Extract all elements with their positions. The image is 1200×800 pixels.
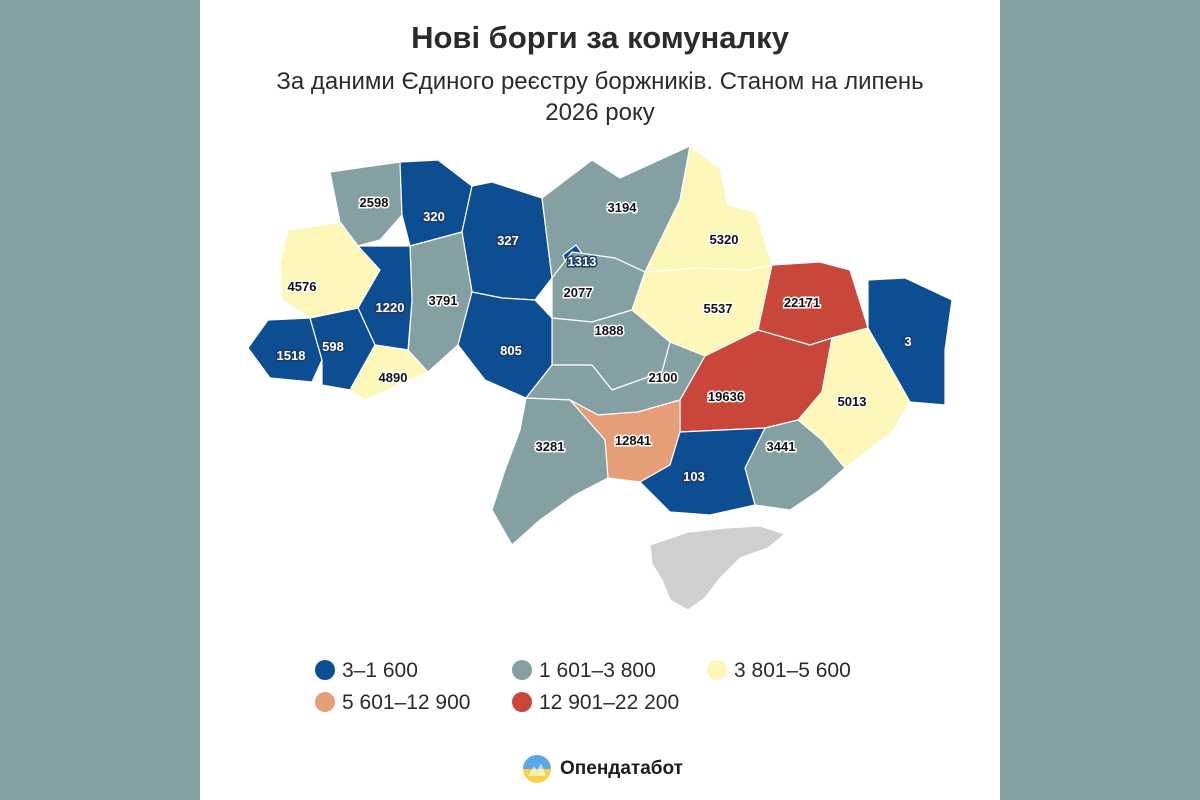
region-value-label: 1518 — [277, 348, 306, 363]
page-subtitle: За даними Єдиного реєстру боржників. Ста… — [276, 68, 924, 126]
crimea-region — [649, 525, 786, 611]
legend-label: 12 901–22 200 — [539, 691, 680, 714]
region-value-label: 22171 — [784, 295, 820, 310]
region-value-label: 320 — [423, 209, 445, 224]
region-value-label: 598 — [322, 339, 344, 354]
legend-label: 3–1 600 — [342, 659, 418, 682]
region-value-label: 5537 — [704, 301, 733, 316]
region-value-label: 103 — [683, 469, 705, 484]
region-value-label: 5013 — [838, 394, 867, 409]
legend-label: 3 801–5 600 — [734, 659, 851, 682]
region-value-label: 1220 — [376, 300, 405, 315]
region-value-label: 4576 — [288, 279, 317, 294]
opendatabot-logo-icon — [523, 755, 551, 783]
region-value-label: 3194 — [608, 200, 638, 215]
region-value-label: 2077 — [564, 285, 593, 300]
region-value-label: 19636 — [708, 389, 744, 404]
region-value-label: 3 — [904, 334, 911, 349]
region-value-label: 4890 — [379, 370, 408, 385]
region-shape-chernivtsi — [349, 344, 429, 401]
region-shape-kherson — [639, 427, 766, 516]
legend-swatch — [315, 692, 335, 712]
ukraine-map: 2598 320 327 3194 5320 1313 4576 3791 2077 1220 55… — [247, 145, 953, 611]
page-title: Нові борги за комуналку — [411, 20, 789, 55]
legend-swatch — [512, 692, 532, 712]
region-value-label: 5320 — [710, 232, 739, 247]
brand-name: Опендатабот — [560, 758, 683, 779]
legend-swatch — [315, 660, 335, 680]
region-value-label: 2100 — [649, 370, 678, 385]
region-shape-odesa — [491, 397, 609, 546]
region-value-label: 3441 — [767, 439, 796, 454]
legend-swatch — [707, 660, 727, 680]
infographic-card: Нові борги за комуналку За даними Єдиног… — [200, 0, 1000, 800]
legend-label: 1 601–3 800 — [539, 659, 656, 682]
region-value-label: 2598 — [360, 195, 389, 210]
legend-label: 5 601–12 900 — [342, 691, 471, 714]
region-value-label: 3791 — [429, 293, 458, 308]
region-value-label: 1313 — [568, 254, 597, 269]
region-value-label: 805 — [500, 343, 522, 358]
region-value-label: 12841 — [615, 433, 651, 448]
region-value-label: 327 — [497, 233, 519, 248]
region-value-label: 1888 — [595, 323, 624, 338]
region-value-label: 3281 — [536, 439, 565, 454]
legend-swatch — [512, 660, 532, 680]
